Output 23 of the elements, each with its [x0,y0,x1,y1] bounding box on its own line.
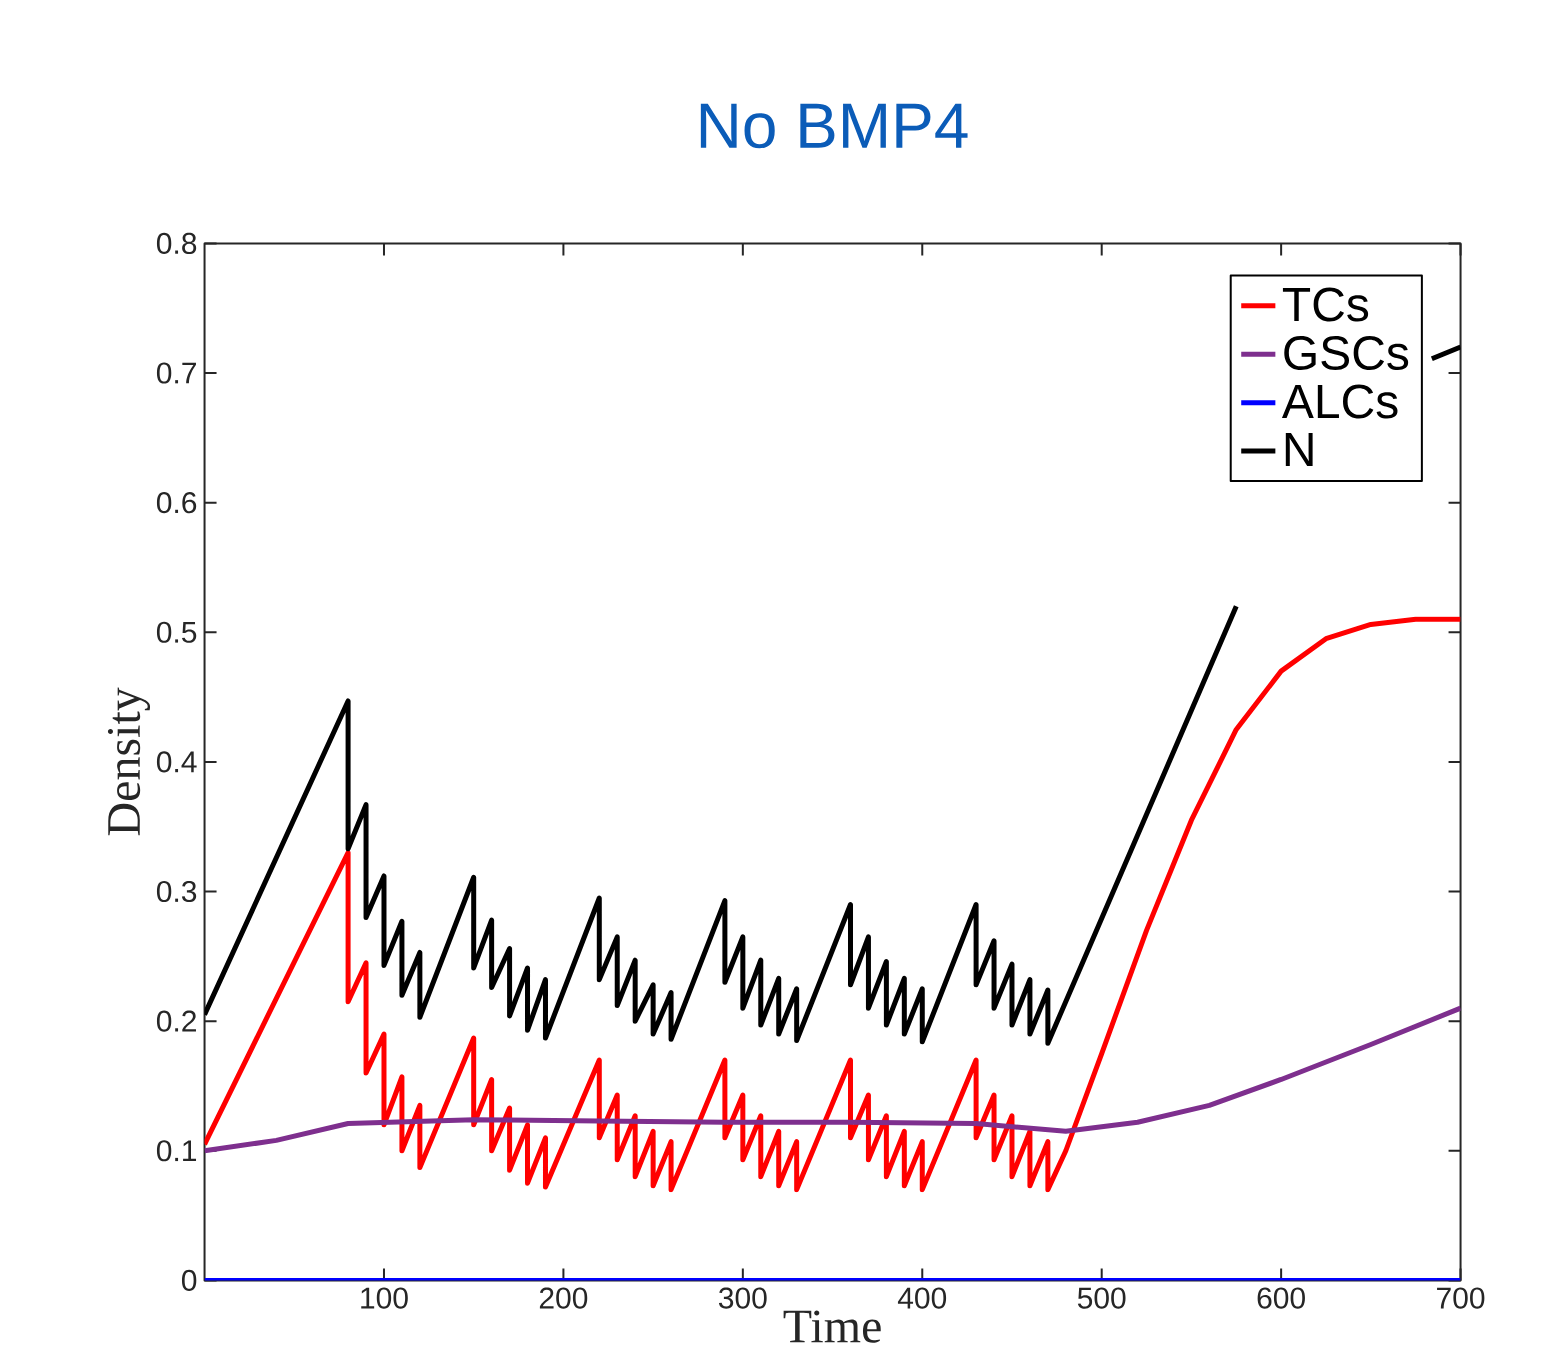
y-axis-title: Density [107,687,151,836]
x-tick-label: 600 [1257,1287,1305,1309]
x-tick-label: 400 [897,1287,947,1309]
y-tick-label: 0.2 [156,1010,196,1032]
chart-title: No BMP4 [700,103,968,149]
y-tick-label: 0 [181,1269,197,1291]
legend-label: ALCs [1281,384,1398,419]
x-tick-label: 300 [718,1287,767,1309]
x-tick-label: 200 [539,1287,588,1309]
legend-label: N [1285,433,1313,467]
y-tick-label: 0.3 [156,880,197,903]
y-tick-label: 0.1 [156,1140,197,1162]
y-tick-label: 0.5 [156,621,197,643]
y-tick-label: 0.8 [156,232,197,254]
x-tick-label: 100 [361,1287,408,1309]
legend-label: GSCs [1284,336,1409,370]
x-tick-label: 500 [1077,1287,1126,1309]
x-tick-label: 700 [1437,1287,1485,1309]
legend-label: TCs [1282,287,1369,322]
y-tick-label: 0.7 [156,362,196,384]
y-tick-label: 0.6 [156,492,197,514]
x-axis-title: Time [783,1310,881,1343]
y-tick-label: 0.4 [156,751,197,773]
